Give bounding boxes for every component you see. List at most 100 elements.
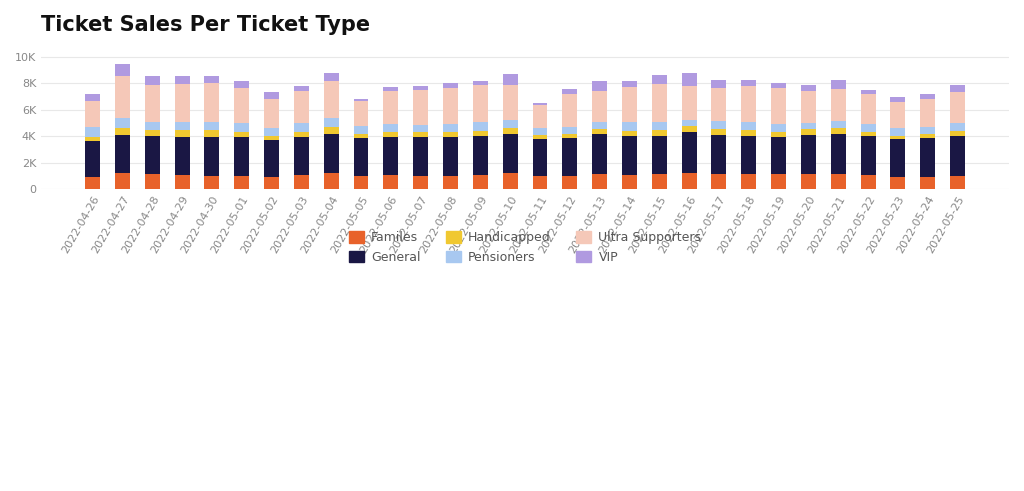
Bar [414, 137, 428, 176]
Bar [294, 137, 309, 175]
Bar [144, 130, 160, 136]
Bar [830, 89, 846, 121]
Bar [205, 122, 219, 130]
Bar [294, 86, 309, 91]
Bar [115, 118, 130, 128]
Bar [443, 132, 458, 137]
Bar [503, 134, 517, 173]
Bar [294, 132, 309, 137]
Bar [115, 135, 130, 173]
Bar [234, 123, 249, 132]
Bar [85, 137, 100, 141]
Bar [205, 83, 219, 122]
Bar [85, 177, 100, 189]
Bar [682, 173, 696, 189]
Bar [741, 86, 756, 122]
Bar [473, 175, 487, 189]
Bar [503, 85, 517, 120]
Bar [860, 175, 876, 189]
Bar [144, 76, 160, 85]
Bar [115, 64, 130, 76]
Bar [771, 83, 786, 88]
Bar [741, 130, 756, 136]
Bar [860, 94, 876, 124]
Bar [771, 174, 786, 189]
Legend: Familes, General, Handicapped, Pensioners, Ultra Supporters, VIP: Familes, General, Handicapped, Pensioner… [344, 226, 707, 269]
Bar [682, 85, 696, 120]
Bar [622, 81, 637, 87]
Bar [592, 82, 607, 91]
Bar [830, 121, 846, 128]
Bar [891, 102, 905, 128]
Bar [353, 134, 369, 138]
Bar [652, 174, 667, 189]
Bar [264, 140, 279, 177]
Bar [85, 101, 100, 127]
Bar [771, 132, 786, 137]
Bar [205, 137, 219, 176]
Bar [443, 176, 458, 189]
Bar [712, 135, 726, 174]
Bar [414, 125, 428, 132]
Bar [383, 175, 398, 189]
Bar [950, 131, 965, 136]
Bar [652, 75, 667, 84]
Bar [503, 173, 517, 189]
Bar [443, 83, 458, 88]
Bar [562, 176, 578, 189]
Bar [562, 89, 578, 94]
Bar [264, 128, 279, 136]
Bar [115, 173, 130, 189]
Bar [264, 99, 279, 128]
Bar [115, 76, 130, 118]
Bar [324, 127, 339, 134]
Bar [921, 134, 935, 138]
Bar [622, 175, 637, 189]
Bar [622, 131, 637, 136]
Bar [174, 130, 189, 137]
Bar [353, 176, 369, 189]
Bar [891, 128, 905, 136]
Bar [830, 80, 846, 89]
Bar [682, 126, 696, 132]
Bar [264, 177, 279, 189]
Bar [921, 127, 935, 134]
Bar [532, 139, 548, 176]
Bar [532, 105, 548, 128]
Bar [891, 139, 905, 177]
Bar [801, 135, 816, 174]
Bar [562, 138, 578, 176]
Bar [383, 132, 398, 137]
Bar [414, 176, 428, 189]
Bar [622, 136, 637, 175]
Bar [174, 122, 189, 130]
Bar [144, 174, 160, 189]
Bar [324, 173, 339, 189]
Bar [801, 85, 816, 91]
Bar [712, 88, 726, 121]
Bar [860, 136, 876, 175]
Bar [622, 87, 637, 122]
Bar [950, 85, 965, 92]
Bar [891, 97, 905, 102]
Bar [741, 122, 756, 130]
Bar [830, 174, 846, 189]
Bar [860, 90, 876, 94]
Bar [532, 135, 548, 139]
Bar [741, 136, 756, 174]
Bar [771, 124, 786, 132]
Bar [771, 88, 786, 124]
Bar [950, 136, 965, 176]
Bar [264, 92, 279, 99]
Bar [234, 132, 249, 137]
Bar [294, 123, 309, 132]
Bar [771, 137, 786, 174]
Bar [383, 137, 398, 175]
Bar [921, 99, 935, 127]
Bar [174, 137, 189, 175]
Bar [294, 91, 309, 123]
Bar [383, 87, 398, 91]
Bar [294, 175, 309, 189]
Bar [801, 129, 816, 135]
Bar [414, 86, 428, 90]
